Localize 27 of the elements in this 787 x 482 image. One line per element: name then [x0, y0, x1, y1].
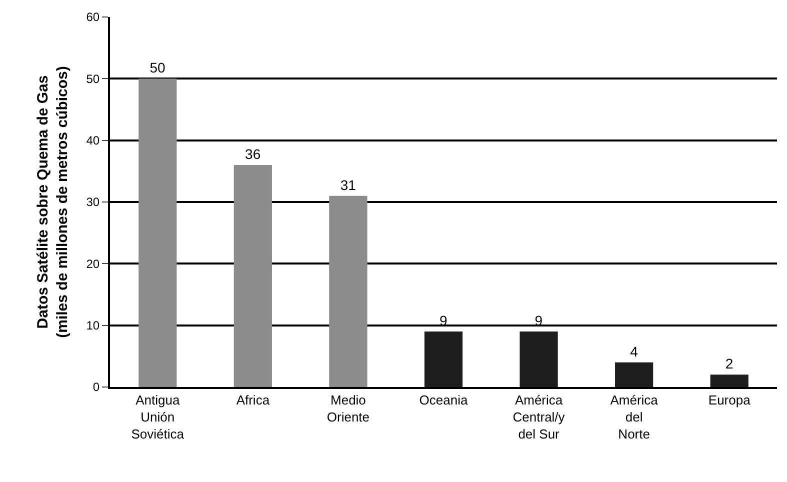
x-tick-label: Medio Oriente [326, 392, 370, 424]
data-label: 4 [630, 343, 638, 360]
y-axis-title: Datos Satélite sobre Quema de Gas (miles de millones de metros cúbicos) [34, 66, 71, 338]
data-label: 2 [725, 356, 734, 372]
x-tick-label: Africa [236, 392, 270, 408]
data-label: 31 [340, 176, 356, 193]
bar [424, 332, 463, 387]
x-tick-label: Europa [708, 392, 752, 408]
y-tick-label: 20 [86, 256, 100, 271]
y-tick-label: 40 [86, 134, 100, 148]
y-tick-label: 60 [86, 10, 100, 24]
bar [520, 332, 558, 387]
x-tick-label: Antigua Unión Soviética [131, 392, 185, 442]
y-tick-label: 50 [86, 72, 100, 86]
y-tick-label: 0 [92, 380, 100, 394]
bar [234, 165, 272, 387]
bar [138, 78, 177, 387]
bar [329, 196, 368, 387]
x-tick-label: América del Norte [610, 392, 659, 442]
bar [710, 374, 748, 387]
data-label: 36 [245, 146, 261, 162]
bar [615, 362, 654, 387]
data-label: 50 [150, 60, 166, 76]
y-tick-label: 10 [86, 318, 100, 333]
x-tick-label: Oceania [419, 392, 468, 408]
x-tick-label: América Central/y del Sur [512, 392, 566, 442]
y-tick-label: 30 [86, 195, 100, 210]
